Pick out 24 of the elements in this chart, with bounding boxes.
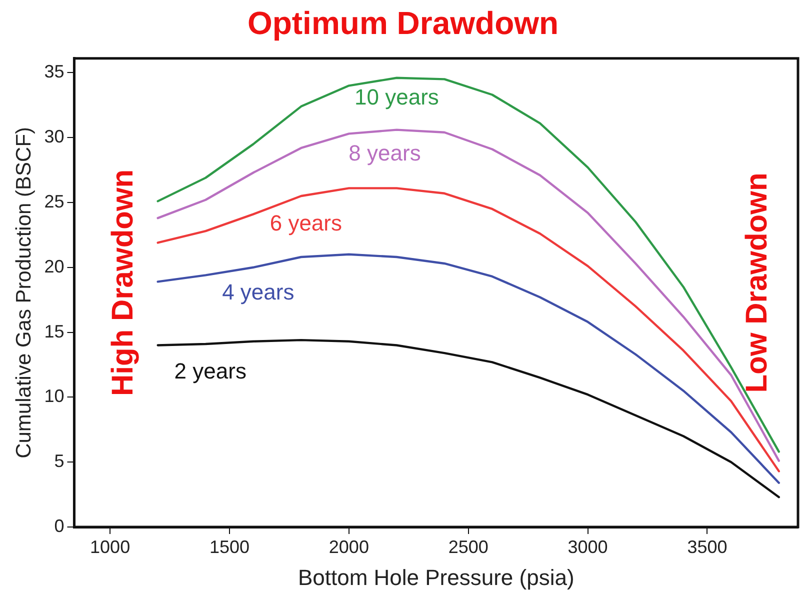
chart-title: Optimum Drawdown	[247, 5, 559, 42]
y-tick-label: 35	[44, 62, 64, 82]
series-label: 6 years	[270, 210, 342, 236]
series-label: 10 years	[354, 84, 439, 110]
annotation: Low Drawdown	[740, 172, 774, 393]
y-tick-label: 0	[54, 516, 64, 536]
y-tick-label: 15	[44, 321, 64, 342]
y-tick-label: 30	[44, 126, 64, 147]
y-axis-title: Cumulative Gas Production (BSCF)	[12, 126, 36, 458]
series-label: 8 years	[348, 140, 421, 166]
x-tick-label: 2000	[328, 536, 369, 557]
x-tick-label: 2500	[448, 536, 488, 557]
x-axis-title: Bottom Hole Pressure (psia)	[298, 564, 574, 590]
x-tick-label: 3000	[568, 536, 608, 557]
annotation: High Drawdown	[106, 169, 140, 396]
y-tick-label: 20	[44, 256, 64, 276]
series-label: 4 years	[222, 279, 294, 304]
y-tick-label: 5	[54, 451, 64, 472]
series-label: 2 years	[174, 358, 246, 384]
y-tick-label: 10	[44, 386, 64, 406]
x-tick-label: 3500	[687, 536, 728, 557]
y-tick-label: 25	[44, 191, 64, 212]
x-tick-label: 1500	[209, 536, 250, 557]
x-tick-label: 1000	[90, 536, 130, 557]
